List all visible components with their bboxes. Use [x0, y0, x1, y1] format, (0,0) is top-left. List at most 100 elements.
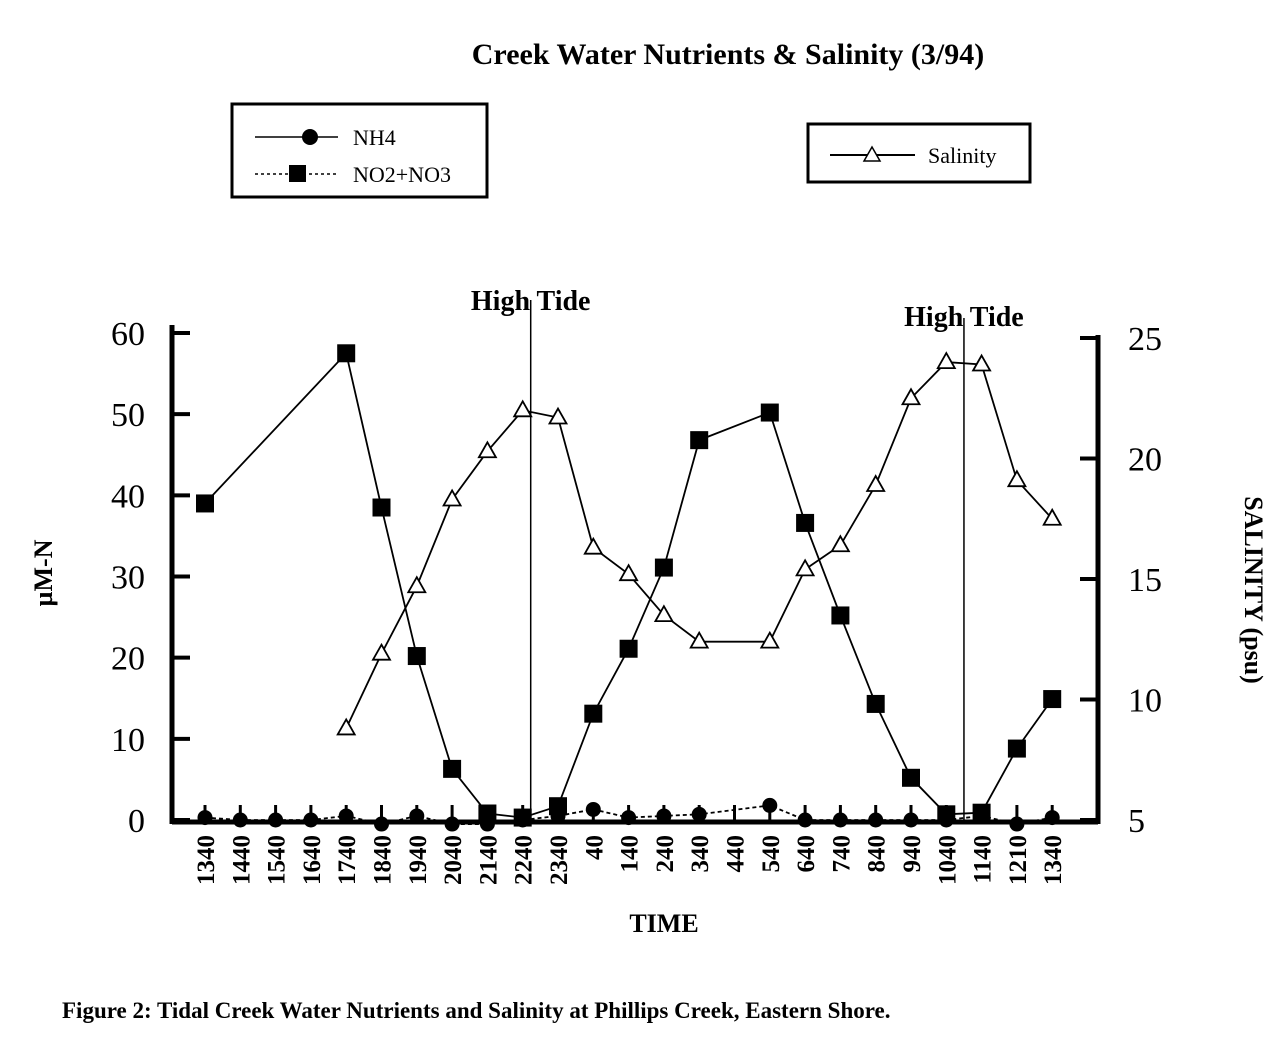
nh4-point: [832, 812, 848, 828]
x-tick-label: 740: [828, 835, 855, 873]
y2-tick-label: 20: [1128, 442, 1162, 479]
x-tick-label: 540: [758, 835, 785, 873]
salinity-point: [971, 353, 992, 372]
x-tick-label: 1440: [228, 835, 255, 885]
nh4-point: [515, 812, 531, 828]
salinity-point: [936, 351, 957, 370]
no2-no3-point: [760, 403, 779, 422]
x-tick-label: 2040: [440, 835, 467, 885]
no2-no3-point: [1007, 739, 1026, 758]
no2-no3-point: [654, 558, 673, 577]
nh4-point: [479, 816, 495, 832]
x-tick-label: 1040: [934, 835, 961, 885]
no2-no3-point: [1043, 690, 1062, 709]
y-tick-label: 50: [111, 397, 145, 434]
legend-salinity-box: [806, 122, 1032, 184]
y-tick-label: 10: [111, 722, 145, 759]
x-tick-label: 840: [864, 835, 891, 873]
nh4-point: [938, 812, 954, 828]
no2-no3-point: [619, 639, 638, 658]
x-tick-label: 940: [899, 835, 926, 873]
salinity-point: [583, 536, 604, 555]
no2-no3-point: [796, 513, 815, 532]
nh4-point: [550, 808, 566, 824]
salinity-point: [1042, 507, 1063, 526]
y2-axis-title: SALINITY (psu): [1239, 496, 1268, 684]
nh4-point: [374, 816, 389, 832]
nh4-point: [232, 812, 248, 828]
salinity-point: [689, 630, 710, 649]
x-axis-title: TIME: [629, 909, 698, 938]
salinity-point: [547, 406, 569, 425]
x-tick-label: 1940: [405, 835, 432, 885]
legend-salinity: Salinity: [806, 122, 1032, 184]
right-ticks: 5 10 15 20 25: [1080, 321, 1162, 840]
x-tick-label: 1640: [299, 835, 326, 885]
salinity-point: [618, 563, 639, 582]
x-tick-label: 240: [652, 835, 679, 873]
salinity-point: [900, 387, 922, 406]
salinity-point: [406, 575, 427, 594]
y-tick-label: 30: [111, 560, 145, 597]
x-tick-label: 640: [793, 835, 820, 873]
no2-no3-point: [372, 498, 391, 517]
no2-no3-point: [831, 606, 850, 625]
nh4-point: [903, 812, 919, 828]
nh4-point: [303, 812, 319, 828]
no2-no3-line: [204, 351, 1053, 819]
annotations: High Tide High Tide: [471, 286, 1024, 822]
salinity-point: [830, 534, 851, 553]
x-tick-label: 1340: [193, 835, 220, 885]
salinity-line: [345, 361, 1053, 729]
y2-tick-label: 5: [1128, 803, 1145, 840]
nh4-point: [691, 806, 707, 822]
legend-salinity-marker: [862, 145, 882, 162]
x-tick-label: 1840: [370, 835, 397, 885]
nh4-point: [444, 816, 460, 832]
x-tick-label: 440: [723, 835, 750, 873]
no2-no3-point: [866, 694, 885, 713]
x-tick-label: 1210: [1005, 835, 1032, 885]
no2-no3-point: [196, 494, 214, 513]
legend-salinity-label: Salinity: [928, 143, 996, 168]
nh4-point: [656, 808, 672, 824]
y2-tick-label: 25: [1128, 321, 1162, 358]
high-tide-label: High Tide: [904, 302, 1024, 333]
x-tick-label: 1740: [334, 835, 361, 885]
x-tick-label: 2240: [511, 835, 538, 885]
legend-nutrients-box: [230, 102, 489, 199]
no2-no3-point: [902, 768, 920, 787]
y-tick-label: 40: [111, 478, 145, 515]
x-tick-label: 2140: [475, 835, 502, 885]
nh4-point: [974, 808, 990, 824]
legend-no3-label: NO2+NO3: [353, 162, 451, 187]
legend-nutrients: NH4 NO2+NO3: [230, 102, 489, 199]
y2-tick-label: 15: [1128, 562, 1162, 599]
y-tick-label: 20: [111, 641, 145, 678]
x-tick-label: 140: [617, 835, 644, 873]
y-axis-title: µM-N: [29, 539, 58, 606]
salinity-point: [759, 630, 780, 649]
x-tick-label: 1540: [264, 835, 291, 885]
no2-no3-point: [690, 431, 709, 450]
salinity-point: [336, 717, 357, 736]
y-tick-label: 60: [111, 316, 145, 353]
nh4-point: [409, 808, 425, 824]
x-tick-label: 1140: [970, 835, 997, 884]
x-tick-label: 340: [687, 835, 714, 873]
no2-no3-point: [478, 804, 497, 823]
legend-no3-marker: [289, 165, 306, 182]
salinity-point: [865, 474, 886, 492]
nh4-point: [868, 812, 884, 828]
series-layer: [196, 344, 1063, 832]
no2-no3-point: [443, 759, 462, 778]
legend-nh4-marker: [302, 129, 318, 145]
nh4-point: [268, 812, 284, 828]
salinity-point: [442, 488, 463, 507]
axes: [169, 325, 1101, 825]
x-tick-label: 2340: [546, 835, 573, 885]
nh4-point: [585, 801, 601, 817]
left-ticks: 0 10 20 30 40 50 60: [111, 316, 190, 840]
nh4-point: [797, 812, 813, 828]
